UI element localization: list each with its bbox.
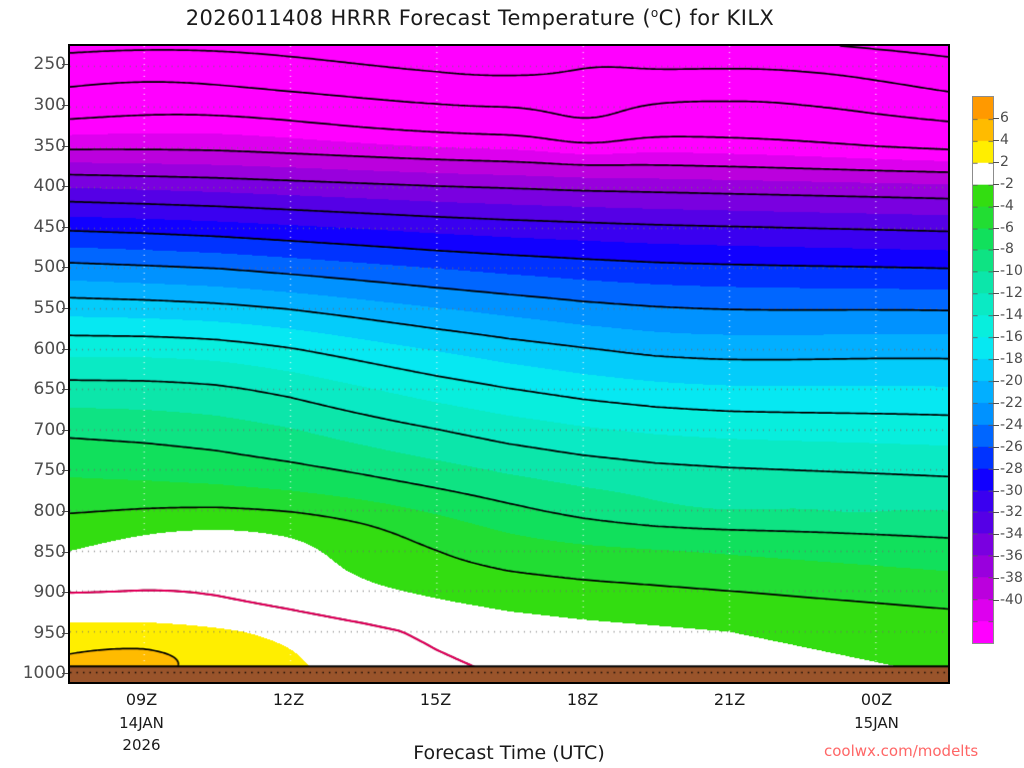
colorbar-tick-2: [993, 161, 999, 163]
plot-area: [68, 44, 950, 684]
y-tick-label-250: 250: [33, 54, 66, 75]
y-tick-label-400: 400: [33, 176, 66, 197]
x-tick-label-00Z: 00Z: [860, 690, 893, 709]
watermark: coolwx.com/modelts: [824, 742, 979, 760]
x-tick-label-09Z: 09Z: [125, 690, 158, 709]
colorbar-tick--40: [993, 600, 999, 602]
colorbar-tick--32: [993, 512, 999, 514]
colorbar-label--10: -10: [1000, 263, 1023, 280]
y-tick-mark-450: [62, 226, 68, 228]
colorbar-label--30: -30: [1000, 482, 1023, 499]
colorbar-tick--36: [993, 556, 999, 558]
colorbar-label--6: -6: [1000, 219, 1014, 236]
colorbar-tick--14: [993, 315, 999, 317]
colorbar-label--28: -28: [1000, 460, 1023, 477]
colorbar-label--4: -4: [1000, 197, 1014, 214]
temperature-cross-section: [70, 46, 948, 682]
colorbar-label--20: -20: [1000, 372, 1023, 389]
y-tick-mark-700: [62, 429, 68, 431]
colorbar-tick--30: [993, 490, 999, 492]
colorbar-tick--38: [993, 578, 999, 580]
colorbar-tick--2: [993, 183, 999, 185]
x-tick-label-21Z: 21Z: [713, 690, 746, 709]
y-tick-mark-950: [62, 632, 68, 634]
colorbar-tick--28: [993, 468, 999, 470]
y-tick-label-1000: 1000: [22, 663, 66, 684]
x-axis-year-left: 2026: [122, 736, 161, 754]
colorbar-tick--26: [993, 446, 999, 448]
colorbar-label--40: -40: [1000, 592, 1023, 609]
colorbar-tick--10: [993, 271, 999, 273]
colorbar-tick--4: [993, 205, 999, 207]
colorbar-tick-4: [993, 139, 999, 141]
x-axis-title: Forecast Time (UTC): [413, 742, 605, 764]
y-tick-mark-600: [62, 348, 68, 350]
colorbar-tick--22: [993, 402, 999, 404]
x-tick-label-12Z: 12Z: [272, 690, 305, 709]
colorbar-tick-6: [993, 117, 999, 119]
y-tick-mark-550: [62, 307, 68, 309]
y-tick-mark-300: [62, 104, 68, 106]
colorbar-label--2: -2: [1000, 175, 1014, 192]
y-tick-label-500: 500: [33, 257, 66, 278]
colorbar-tick--6: [993, 227, 999, 229]
y-tick-mark-650: [62, 389, 68, 391]
y-tick-mark-850: [62, 551, 68, 553]
y-tick-label-550: 550: [33, 297, 66, 318]
y-tick-mark-800: [62, 511, 68, 512]
y-tick-mark-350: [62, 145, 68, 147]
colorbar-label--22: -22: [1000, 394, 1023, 411]
degree-symbol: o: [650, 6, 659, 20]
title-text-before: 2026011408 HRRR Forecast Temperature (: [185, 6, 651, 30]
colorbar-label--16: -16: [1000, 329, 1023, 346]
y-tick-label-850: 850: [33, 541, 66, 562]
x-tick-label-15Z: 15Z: [419, 690, 452, 709]
page-title: 2026011408 HRRR Forecast Temperature (oC…: [0, 6, 960, 30]
y-tick-mark-900: [62, 592, 68, 594]
colorbar-label--32: -32: [1000, 504, 1023, 521]
colorbar-tick--8: [993, 249, 999, 251]
colorbar-label--38: -38: [1000, 570, 1023, 587]
y-tick-label-350: 350: [33, 135, 66, 156]
colorbar-gradient: [973, 97, 993, 643]
x-tick-label-18Z: 18Z: [566, 690, 599, 709]
y-tick-mark-400: [62, 186, 68, 188]
colorbar-label--14: -14: [1000, 307, 1023, 324]
y-tick-mark-750: [62, 470, 68, 472]
colorbar-tick--18: [993, 359, 999, 361]
colorbar-tick--34: [993, 534, 999, 536]
y-tick-label-450: 450: [33, 216, 66, 237]
y-tick-label-900: 900: [33, 582, 66, 603]
y-tick-mark-250: [62, 64, 68, 66]
x-axis-date-left: 14JAN: [119, 714, 164, 732]
y-tick-label-700: 700: [33, 419, 66, 440]
y-tick-mark-500: [62, 267, 68, 269]
colorbar-label--26: -26: [1000, 438, 1023, 455]
colorbar-label--18: -18: [1000, 351, 1023, 368]
colorbar-tick--20: [993, 380, 999, 382]
y-tick-mark-1000: [62, 673, 68, 675]
colorbar-label-6: 6: [1000, 109, 1009, 126]
title-text-after: C) for KILX: [658, 6, 775, 30]
y-tick-label-750: 750: [33, 460, 66, 481]
colorbar-label-2: 2: [1000, 153, 1009, 170]
colorbar-label--36: -36: [1000, 548, 1023, 565]
colorbar-tick--12: [993, 293, 999, 295]
y-tick-label-950: 950: [33, 622, 66, 643]
colorbar-label--12: -12: [1000, 285, 1023, 302]
y-tick-label-600: 600: [33, 338, 66, 359]
colorbar-tick--24: [993, 424, 999, 426]
colorbar-label--24: -24: [1000, 416, 1023, 433]
colorbar: [972, 96, 994, 644]
x-axis-date-right: 15JAN: [854, 714, 899, 732]
colorbar-label-4: 4: [1000, 131, 1009, 148]
colorbar-label--34: -34: [1000, 526, 1023, 543]
y-tick-label-650: 650: [33, 379, 66, 400]
y-tick-label-800: 800: [33, 501, 66, 521]
y-tick-label-300: 300: [33, 94, 66, 115]
colorbar-label--8: -8: [1000, 241, 1014, 258]
colorbar-tick--16: [993, 337, 999, 339]
